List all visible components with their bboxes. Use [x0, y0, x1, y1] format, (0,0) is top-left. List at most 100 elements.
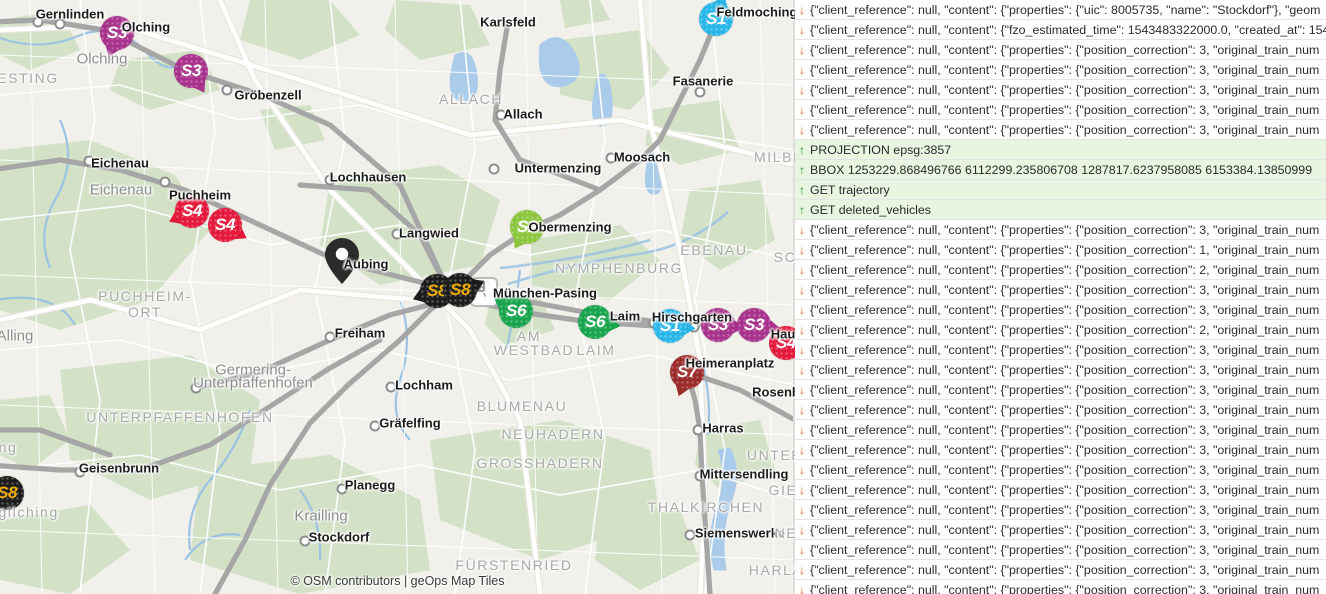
log-row[interactable]: ↓ {"client_reference": null, "content": {…	[795, 280, 1326, 300]
vehicle-line-label: S2	[517, 217, 537, 236]
log-row[interactable]: ↑ BBOX 1253229.868496766 6112299.23580670…	[795, 160, 1326, 180]
vehicle-marker-s4[interactable]: S4	[769, 326, 795, 360]
arrow-down-icon: ↓	[799, 23, 805, 37]
vehicle-texture	[578, 305, 612, 339]
log-row[interactable]: ↓ {"client_reference": null, "content": {…	[795, 520, 1326, 540]
arrow-down-icon: ↓	[799, 383, 805, 397]
log-row-message: {"client_reference": null, "content": {"…	[810, 523, 1320, 537]
vehicle-marker-s6[interactable]: S6	[578, 305, 612, 339]
vehicle-marker-s3[interactable]: S3	[701, 308, 735, 342]
arrow-down-icon: ↓	[799, 243, 805, 257]
log-row-message: {"client_reference": null, "content": {"…	[810, 3, 1321, 17]
log-row[interactable]: ↓ {"client_reference": null, "content": {…	[795, 420, 1326, 440]
vehicle-marker-s6[interactable]: S6	[499, 294, 533, 328]
arrow-down-icon: ↓	[799, 3, 805, 17]
log-row[interactable]: ↓ {"client_reference": null, "content": {…	[795, 340, 1326, 360]
arrow-down-icon: ↓	[799, 363, 805, 377]
vehicle-line-label: S1	[660, 316, 680, 335]
log-row[interactable]: ↑ GET deleted_vehicles	[795, 200, 1326, 220]
arrow-down-icon: ↓	[799, 43, 805, 57]
vehicle-marker-s2[interactable]: S2	[510, 210, 544, 244]
vehicle-marker-s4[interactable]: S4	[208, 208, 242, 242]
log-row[interactable]: ↓ {"client_reference": null, "content": {…	[795, 120, 1326, 140]
vehicle-marker-s8[interactable]: S8	[443, 273, 477, 307]
vehicle-marker-s3[interactable]: S3	[100, 16, 134, 50]
map-basemap	[0, 0, 795, 594]
stop-dot	[336, 483, 348, 495]
arrow-up-icon: ↑	[799, 183, 805, 197]
log-row[interactable]: ↓ {"client_reference": null, "content": {…	[795, 480, 1326, 500]
arrow-down-icon: ↓	[799, 63, 805, 77]
stop-dot	[54, 18, 66, 30]
log-row[interactable]: ↓ {"client_reference": null, "content": {…	[795, 40, 1326, 60]
vehicle-line-label: S3	[181, 61, 201, 80]
log-row-message: {"client_reference": null, "content": {"…	[810, 103, 1320, 117]
log-row-message: {"client_reference": null, "content": {"…	[810, 263, 1320, 277]
log-row[interactable]: ↓ {"client_reference": null, "content": {…	[795, 60, 1326, 80]
log-row[interactable]: ↓ {"client_reference": null, "content": {…	[795, 320, 1326, 340]
vehicle-marker-s1[interactable]: S1	[699, 2, 733, 36]
vehicle-marker-s3[interactable]: S3	[737, 308, 771, 342]
log-row-message: {"client_reference": null, "content": {"…	[810, 503, 1320, 517]
vehicle-marker-s8[interactable]: S8	[0, 476, 24, 510]
arrow-down-icon: ↓	[799, 423, 805, 437]
websocket-log-panel[interactable]: ↓ {"client_reference": null, "content": {…	[795, 0, 1326, 594]
vehicle-line-label: S3	[107, 23, 127, 42]
stop-dot	[694, 86, 706, 98]
map-pin-icon[interactable]	[325, 238, 359, 284]
log-row[interactable]: ↓ {"client_reference": null, "content": {…	[795, 500, 1326, 520]
log-row-message: {"client_reference": null, "content": {"…	[810, 43, 1320, 57]
arrow-down-icon: ↓	[799, 563, 805, 577]
log-row[interactable]: ↓ {"client_reference": null, "content": {…	[795, 80, 1326, 100]
log-row-message: BBOX 1253229.868496766 6112299.235806708…	[810, 163, 1313, 177]
arrow-down-icon: ↓	[799, 123, 805, 137]
stop-dot	[159, 176, 171, 188]
log-row[interactable]: ↓ {"client_reference": null, "content": {…	[795, 440, 1326, 460]
log-row[interactable]: ↓ {"client_reference": null, "content": {…	[795, 360, 1326, 380]
stop-dot	[369, 420, 381, 432]
log-row[interactable]: ↓ {"client_reference": null, "content": {…	[795, 380, 1326, 400]
log-row-message: {"client_reference": null, "content": {"…	[810, 123, 1320, 137]
log-row[interactable]: ↓ {"client_reference": null, "content": {…	[795, 0, 1326, 20]
map-canvas[interactable]: S3S3S4S4S1S2S8S8S6S6S1S3S3S4S7S8 Gernlin…	[0, 0, 795, 594]
vehicle-line-label: S6	[506, 301, 526, 320]
vehicle-marker-s3[interactable]: S3	[174, 54, 208, 88]
vehicle-texture	[737, 308, 771, 342]
log-row[interactable]: ↑ GET trajectory	[795, 180, 1326, 200]
log-row-message: {"client_reference": null, "content": {"…	[810, 463, 1320, 477]
stop-dot	[694, 470, 706, 482]
log-row-message: {"client_reference": null, "content": {"…	[810, 363, 1320, 377]
log-row[interactable]: ↓ {"client_reference": null, "content": {…	[795, 400, 1326, 420]
log-row[interactable]: ↓ {"client_reference": null, "content": {…	[795, 540, 1326, 560]
log-row[interactable]: ↓ {"client_reference": null, "content": {…	[795, 220, 1326, 240]
log-row-message: {"client_reference": null, "content": {"…	[810, 423, 1320, 437]
log-row-message: {"client_reference": null, "content": {"…	[810, 323, 1320, 337]
log-row[interactable]: ↑ PROJECTION epsg:3857	[795, 140, 1326, 160]
log-row[interactable]: ↓ {"client_reference": null, "content": {…	[795, 100, 1326, 120]
stop-dot	[688, 321, 700, 333]
vehicle-line-label: S3	[708, 315, 728, 334]
vehicle-marker-s4[interactable]: S4	[175, 194, 209, 228]
log-row-message: {"client_reference": null, "content": {"…	[810, 443, 1320, 457]
log-row[interactable]: ↓ {"client_reference": null, "content": {…	[795, 560, 1326, 580]
stop-dot	[74, 466, 86, 478]
log-row-message: {"client_reference": null, "content": {"…	[810, 303, 1320, 317]
log-row[interactable]: ↓ {"client_reference": null, "content": {…	[795, 260, 1326, 280]
vehicle-texture	[499, 294, 533, 328]
vehicle-texture	[443, 273, 477, 307]
log-row[interactable]: ↓ {"client_reference": null, "content": {…	[795, 580, 1326, 594]
arrow-down-icon: ↓	[799, 323, 805, 337]
log-row[interactable]: ↓ {"client_reference": null, "content": {…	[795, 300, 1326, 320]
log-row[interactable]: ↓ {"client_reference": null, "content": {…	[795, 460, 1326, 480]
arrow-down-icon: ↓	[799, 523, 805, 537]
vehicle-marker-s1[interactable]: S1	[653, 309, 687, 343]
arrow-down-icon: ↓	[799, 483, 805, 497]
log-row-message: {"client_reference": null, "content": {"…	[810, 583, 1320, 594]
stop-dot	[385, 381, 397, 393]
log-row[interactable]: ↓ {"client_reference": null, "content": {…	[795, 240, 1326, 260]
log-row[interactable]: ↓ {"client_reference": null, "content": {…	[795, 20, 1326, 40]
stop-dot	[190, 382, 202, 394]
vehicle-marker-s7[interactable]: S7	[670, 355, 704, 389]
log-row-message: GET deleted_vehicles	[810, 203, 931, 217]
map-attribution: © OSM contributors | geOps Map Tiles	[290, 574, 505, 588]
